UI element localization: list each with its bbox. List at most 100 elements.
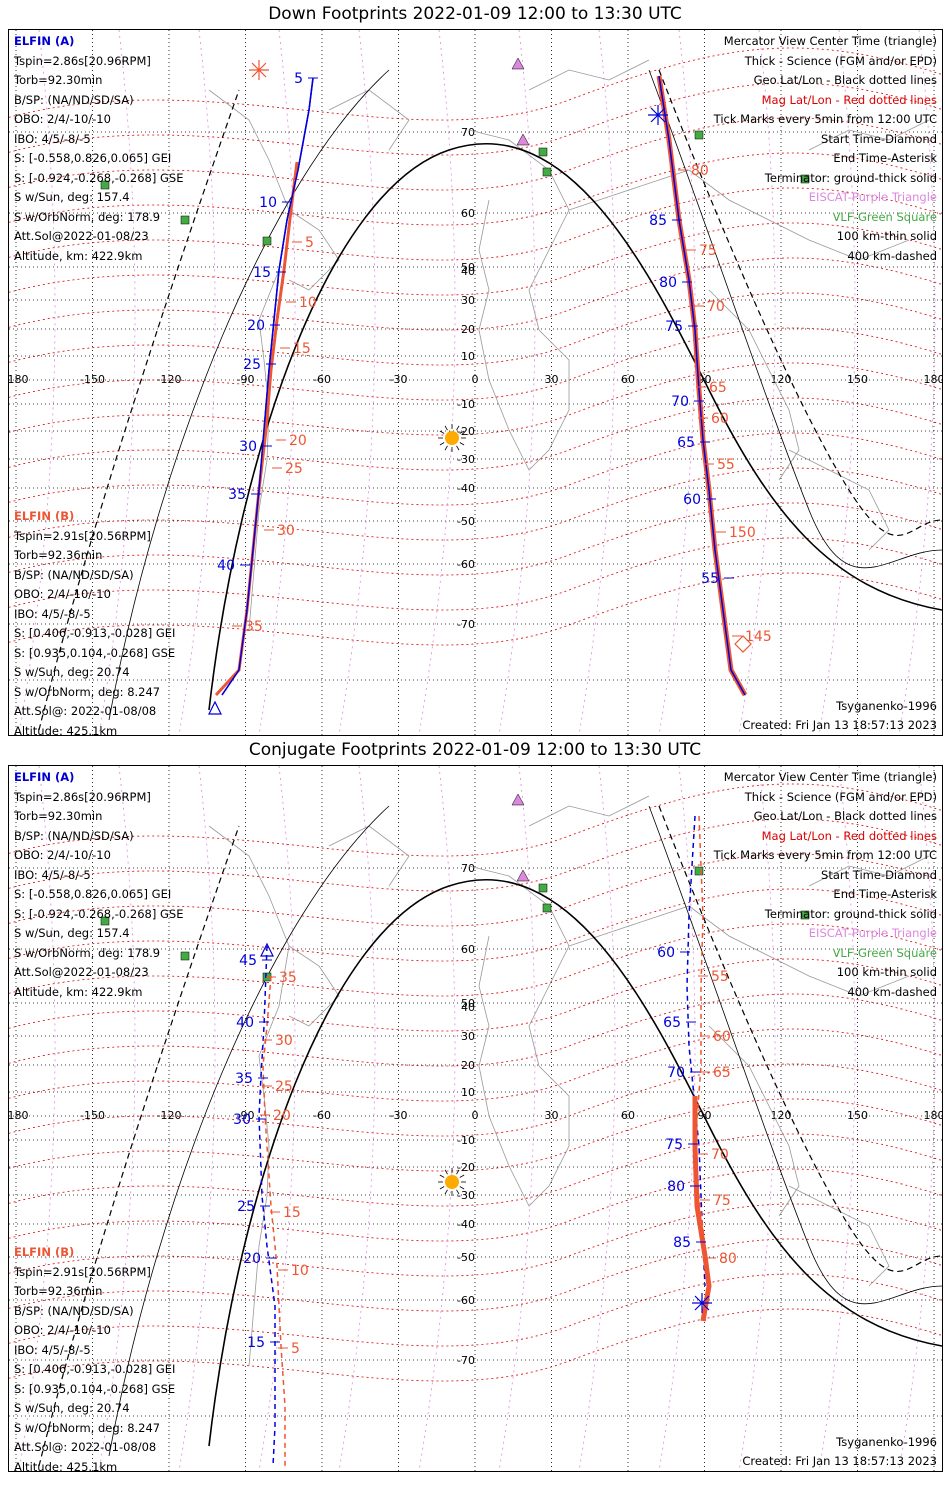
elfin-b-tick-west: 30 [277, 523, 295, 539]
sun-ray [444, 1169, 448, 1175]
legend-item: Mercator View Center Time (triangle) [723, 34, 937, 48]
elfin-b-tick-east: 80 [691, 163, 709, 179]
lat-label: 50 [461, 261, 475, 274]
mag-lon-line [258, 30, 296, 735]
lat-label: 60 [461, 207, 475, 220]
lon-label: -120 [157, 1109, 182, 1122]
elfin-b-tick-west: 5 [305, 235, 314, 251]
elfin-b-tick-east: 70 [707, 299, 725, 315]
elfin-b-line: S w/OrbNorm, deg: 8.247 [14, 1420, 161, 1435]
lat-label: -10 [457, 398, 475, 411]
elfin-a-line: OBO: 2/4/-10/-10 [14, 848, 111, 862]
coastline [788, 1185, 890, 1287]
lon-label: -90 [237, 1109, 255, 1122]
sun-ray [456, 1169, 460, 1175]
elfin-b-tick-west: 10 [291, 1263, 309, 1279]
lat-label: 30 [461, 1030, 475, 1043]
legend-item: VLF-Green Square [832, 209, 937, 224]
lon-label: -60 [313, 373, 331, 386]
legend-item: Geo Lat/Lon - Black dotted lines [753, 809, 937, 823]
lat-label: 50 [461, 997, 475, 1010]
legend-item: Tick Marks every 5min from 12:00 UTC [713, 112, 937, 126]
elfin-b-track-west [262, 975, 286, 1466]
elfin-a-line: S w/Sun, deg: 157.4 [14, 926, 130, 940]
elfin-b-tick-west: 25 [275, 1079, 293, 1095]
elfin-b-tick-east: 150 [729, 525, 756, 541]
elfin-b-line: Torb=92.36min [14, 1284, 103, 1298]
elfin-b-tick-east: 70 [711, 1147, 729, 1163]
lon-label: 0 [472, 373, 479, 386]
mag-lat-line [9, 397, 942, 471]
sun-ray [444, 1189, 448, 1195]
vlf-square-icon [538, 883, 548, 893]
elfin-a-tick-west: 40 [236, 1015, 254, 1031]
created-label: Created: Fri Jan 13 18:57:13 2023 [742, 1454, 937, 1468]
elfin-b-tick-west: 5 [291, 1341, 300, 1357]
mag-lat-line [9, 1133, 942, 1207]
legend-item: 400 km-dashed [847, 248, 937, 263]
legend-item: Tick Marks every 5min from 12:00 UTC [713, 848, 937, 862]
coastline [468, 129, 570, 471]
elfin-a-line: Att.Sol@2022-01-08/23 [14, 229, 149, 243]
lon-label: 60 [621, 1109, 635, 1122]
sun-ray [456, 1189, 460, 1195]
mag-lat-line [9, 1063, 942, 1137]
legend-item: Thick - Science (FGM and/or EPD) [744, 789, 937, 804]
elfin-a-track-west [258, 945, 276, 1467]
legend-item: Mag Lat/Lon - Red dotted lines [761, 828, 937, 843]
elfin-b-line: IBO: 4/5/-8/-5 [14, 1342, 91, 1357]
lon-label: -180 [9, 373, 28, 386]
mag-lon-line [178, 30, 216, 735]
mag-lon-line [178, 766, 216, 1471]
legend-item: End Time-Asterisk [833, 151, 937, 165]
lon-label: -30 [390, 373, 408, 386]
elfin-b-line: S w/Sun, deg: 20.74 [14, 665, 130, 679]
elfin-b-tick-west: 15 [293, 341, 311, 357]
coastline [708, 289, 800, 481]
elfin-a-line: IBO: 4/5/-8/-5 [14, 131, 91, 146]
legend-item: Mercator View Center Time (triangle) [723, 770, 937, 784]
coastline [288, 209, 340, 291]
model-label: Tsyganenko-1996 [836, 699, 937, 713]
lat-label: -10 [457, 1134, 475, 1147]
coastline [208, 89, 290, 631]
elfin-a-line: B/SP: (NA/ND/SD/SA) [14, 828, 134, 843]
legend-item: EISCAT-Purple Triangle [808, 926, 937, 940]
lon-label: 180 [924, 373, 943, 386]
eiscat-triangle-icon [516, 133, 530, 146]
end-asterisk-icon [648, 105, 668, 125]
mag-lon-line [578, 30, 616, 735]
elfin-a-tick-west: 35 [228, 487, 246, 503]
sun-ray [439, 1174, 445, 1178]
vlf-square-icon [800, 910, 810, 920]
legend-item: Geo Lat/Lon - Black dotted lines [753, 73, 937, 87]
coastline [328, 89, 410, 151]
lat-label: -50 [457, 1251, 475, 1264]
mag-lat-line [9, 993, 942, 1067]
legend-item: Start Time-Diamond [821, 131, 937, 146]
coastline [568, 169, 910, 261]
elfin-a-line: Torb=92.30min [14, 809, 103, 823]
lat-label: -60 [457, 1294, 475, 1307]
elfin-a-tick-east: 65 [663, 1015, 681, 1031]
legend-item: Terminator: ground-thick solid [764, 170, 937, 185]
elfin-b-line: S: [0.935,0.104,-0.268] GSE [14, 645, 176, 660]
elfin-b-tick-east: 80 [719, 1251, 737, 1267]
elfin-a-info: ELFIN (A) Tspin=2.86s[20.96RPM] Torb=92.30… [14, 768, 183, 1002]
legend-item: Terminator: ground-thick solid [764, 906, 937, 921]
vlf-square-icon [538, 147, 548, 157]
lon-label: 150 [847, 1109, 868, 1122]
mag-lon-line [498, 30, 536, 735]
vlf-square-icon [180, 215, 190, 225]
conjugate-panel-title: Conjugate Footprints 2022-01-09 12:00 to… [248, 740, 702, 760]
elfin-a-line: Att.Sol@2022-01-08/23 [14, 965, 149, 979]
coastline [788, 449, 890, 551]
lon-label: 30 [545, 1109, 559, 1122]
eiscat-triangle-icon [516, 869, 530, 882]
mag-lon-line [498, 766, 536, 1471]
sun-icon [438, 1168, 466, 1196]
sun-ray [456, 425, 460, 431]
lat-label: -30 [457, 1189, 475, 1202]
sun-ray [439, 442, 445, 446]
sun-ray [459, 430, 465, 434]
